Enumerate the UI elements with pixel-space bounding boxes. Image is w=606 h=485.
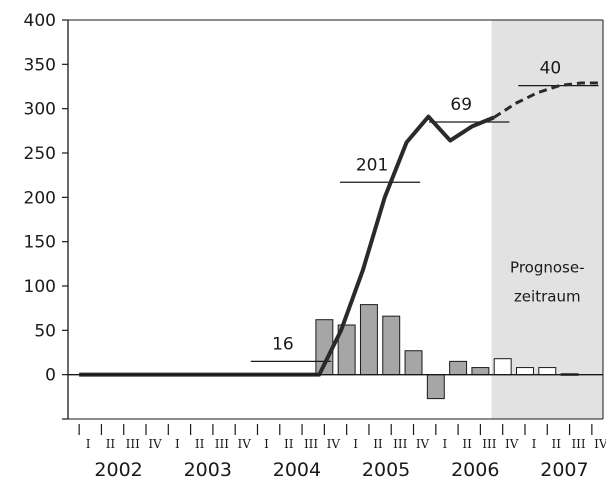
quarter-label: IV — [505, 437, 519, 451]
quarter-label: I — [264, 437, 269, 451]
year-label: 2004 — [273, 459, 321, 481]
quarter-label: II — [284, 437, 294, 451]
quarter-label: II — [195, 437, 205, 451]
bar — [382, 315, 401, 376]
y-tick-label: 300 — [24, 100, 56, 120]
line-forecast — [493, 81, 603, 119]
y-tick-label: 50 — [34, 321, 56, 341]
quarter-label: III — [304, 437, 318, 451]
y-tick-label: 0 — [45, 366, 56, 386]
quarter-label: IV — [416, 437, 430, 451]
bar — [516, 367, 534, 376]
year-average-label: 40 — [540, 59, 562, 79]
quarter-label: III — [215, 437, 229, 451]
quarter-label: III — [571, 437, 585, 451]
quarter-label: I — [175, 437, 180, 451]
year-average-label: 201 — [356, 155, 388, 175]
y-tick-label: 400 — [24, 11, 56, 31]
year-average-markers: 16 201 69 40 — [250, 59, 599, 363]
y-tick-label: 150 — [24, 233, 56, 253]
quarter-label: IV — [327, 437, 341, 451]
year-label: 2007 — [540, 459, 588, 481]
bar — [471, 367, 490, 376]
year-label: 2006 — [451, 459, 499, 481]
bar — [359, 304, 378, 376]
bar — [493, 358, 512, 376]
quarter-label: II — [552, 437, 562, 451]
quarter-label: IV — [237, 437, 251, 451]
bar — [404, 350, 423, 376]
quarter-label: II — [373, 437, 383, 451]
forecast-region-label: Prognose- — [510, 259, 584, 277]
quarter-label: I — [442, 437, 447, 451]
quarter-label: III — [126, 437, 140, 451]
bar — [426, 374, 445, 400]
quarter-label: I — [532, 437, 537, 451]
bar — [538, 367, 557, 376]
quarter-label: I — [353, 437, 358, 451]
quarter-label: II — [106, 437, 116, 451]
quarter-label: I — [86, 437, 91, 451]
quarter-label: IV — [594, 437, 606, 451]
forecast-region: Prognose-zeitraum — [491, 20, 603, 419]
y-tick-label: 350 — [24, 55, 56, 75]
y-tick-label: 100 — [24, 277, 56, 297]
y-tick-label: 250 — [24, 144, 56, 164]
quarter-label: II — [462, 437, 472, 451]
year-average-label: 69 — [450, 95, 472, 115]
bar-series — [315, 304, 579, 400]
y-tick-label: 200 — [24, 188, 56, 208]
year-average-label: 16 — [272, 334, 294, 354]
year-label: 2005 — [362, 459, 410, 481]
forecast-shading — [491, 20, 603, 419]
bar — [449, 360, 468, 376]
year-label: 2002 — [94, 459, 142, 481]
quarter-label: III — [482, 437, 496, 451]
year-label: 2003 — [184, 459, 232, 481]
quarter-label: IV — [148, 437, 162, 451]
axes — [62, 19, 604, 435]
forecast-region-label: zeitraum — [514, 288, 581, 306]
quarter-label: III — [393, 437, 407, 451]
